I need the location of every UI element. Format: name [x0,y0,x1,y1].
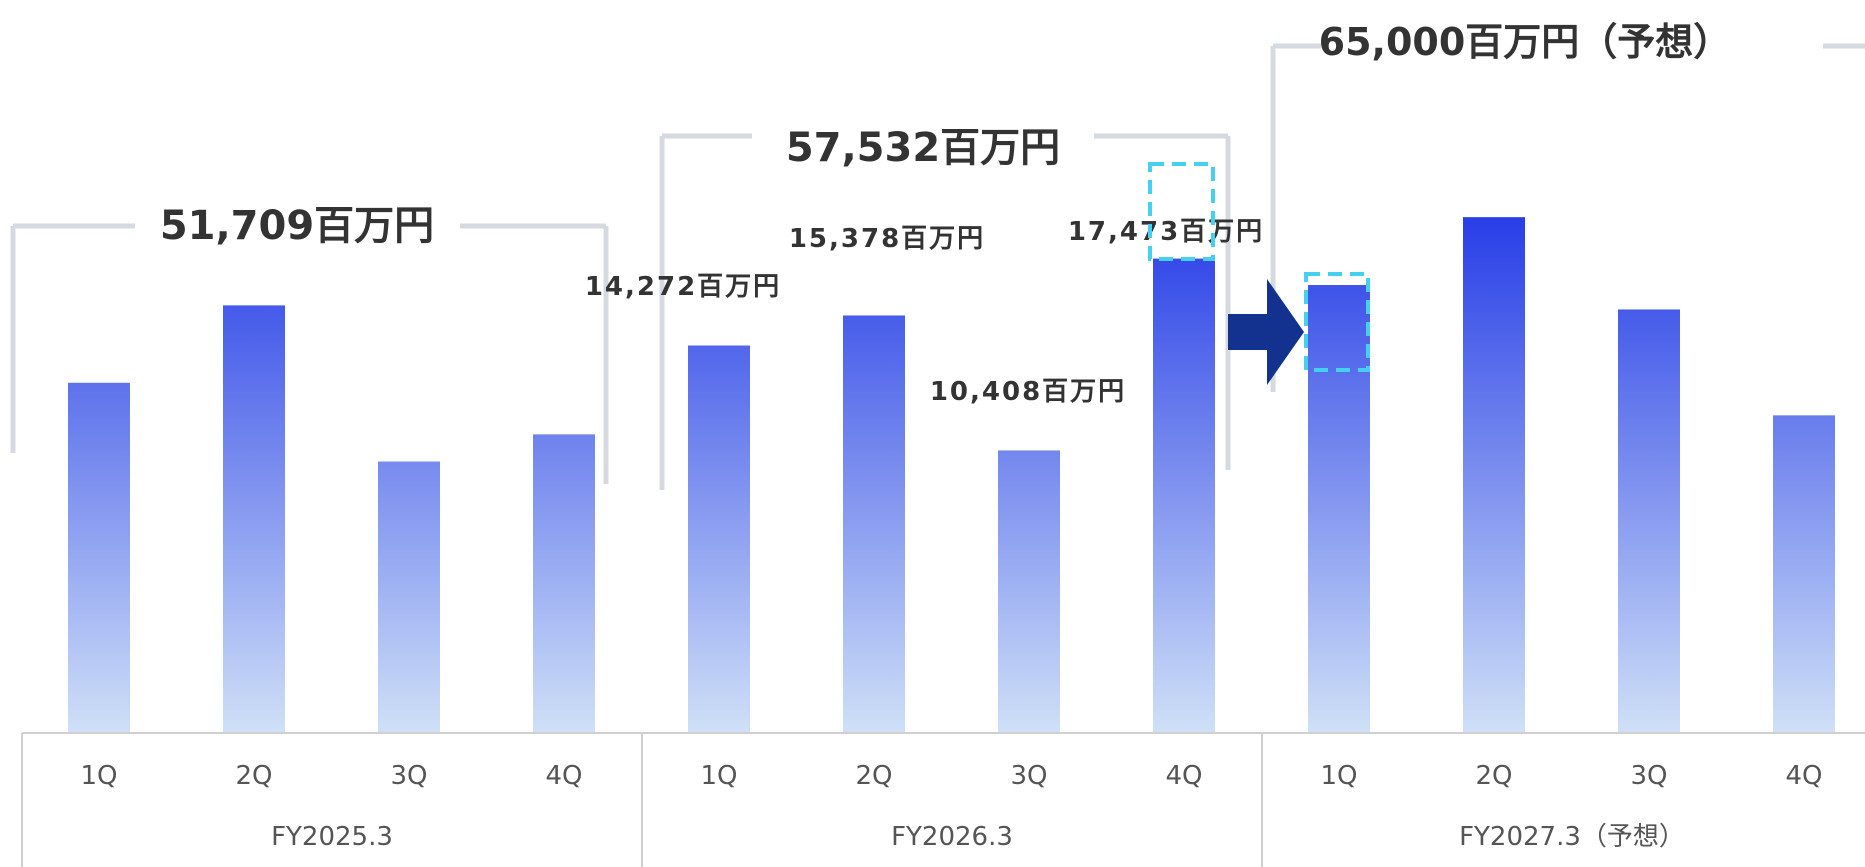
bar-0-1 [223,305,285,733]
tick-label: 4Q [545,761,582,791]
group-label: FY2025.3 [271,822,393,852]
tick-label: 2Q [855,761,892,791]
value-label: 17,473百万円 [1068,217,1264,247]
tick-label: 1Q [1320,761,1357,791]
value-label: 14,272百万円 [585,272,781,302]
value-label: 10,408百万円 [930,377,1126,407]
bars [68,217,1835,733]
tick-label: 2Q [1475,761,1512,791]
tick-label: 1Q [80,761,117,791]
tick-label: 3Q [1630,761,1667,791]
bar-1-3 [1153,258,1215,733]
bar-2-2 [1618,309,1680,733]
bar-2-1 [1463,217,1525,733]
bar-1-2 [998,450,1060,733]
tick-label: 3Q [1010,761,1047,791]
value-labels: 14,272百万円 15,378百万円 10,408百万円 17,473百万円 [585,217,1264,407]
bar-0-0 [68,382,130,733]
highlight-box-fy2026-4q [1148,162,1215,261]
arrow-right-icon [1228,279,1304,385]
tick-label: 1Q [700,761,737,791]
annotations [1148,162,1370,385]
tick-label: 2Q [235,761,272,791]
bar-1-1 [843,315,905,733]
group-total-brackets: 51,709百万円 57,532百万円 65,000百万円（予想） [10,20,1865,490]
group-total-label: 57,532百万円 [786,125,1060,171]
bar-0-3 [533,434,595,733]
category-axis: 1Q 2Q 3Q 4Q FY2025.3 1Q 2Q 3Q 4Q FY2026.3 1Q 2Q 3Q 4Q… [21,732,1865,867]
bar-2-3 [1773,415,1835,733]
group-label: FY2027.3（予想） [1459,822,1685,852]
tick-label: 4Q [1165,761,1202,791]
group-label: FY2026.3 [891,822,1013,852]
group-total-label: 51,709百万円 [160,203,434,249]
value-label: 15,378百万円 [789,224,985,254]
bar-0-2 [378,461,440,733]
tick-label: 3Q [390,761,427,791]
highlight-box-fy2027-1q [1304,272,1370,372]
bar-1-0 [688,345,750,733]
tick-label: 4Q [1785,761,1822,791]
bar-2-0 [1308,285,1370,733]
group-total-label: 65,000百万円（予想） [1319,20,1732,64]
